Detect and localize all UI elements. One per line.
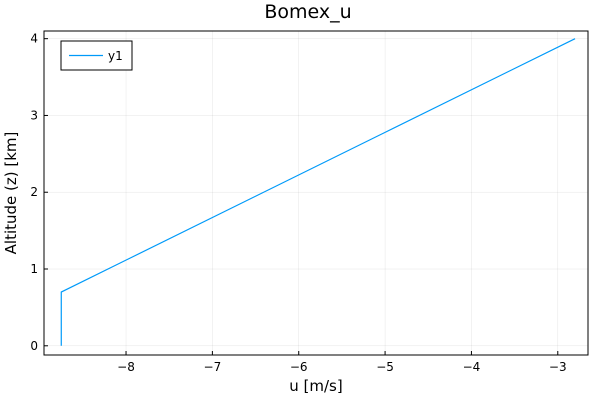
- y-tick-label: 3: [30, 108, 38, 122]
- x-tick-label: −6: [290, 360, 308, 374]
- series-layer: [60, 38, 576, 346]
- grid: [44, 31, 588, 355]
- x-axis-label: u [m/s]: [289, 377, 342, 395]
- x-tick-label: −7: [204, 360, 222, 374]
- x-tick-label: −4: [463, 360, 481, 374]
- legend: y1: [60, 40, 133, 71]
- chart-title: Bomex_u: [264, 1, 351, 23]
- y-axis-label: Altitude (z) [km]: [2, 132, 20, 255]
- series-line-y1: [60, 38, 576, 346]
- x-axis-ticks: −8 −7 −6 −5 −4 −3: [117, 351, 567, 374]
- legend-label-y1: y1: [108, 49, 123, 63]
- y-tick-label: 4: [30, 32, 38, 46]
- x-tick-label: −3: [549, 360, 567, 374]
- x-tick-label: −5: [376, 360, 394, 374]
- plot-frame: [43, 30, 589, 356]
- y-tick-label: 2: [30, 185, 38, 199]
- y-tick-label: 1: [30, 262, 38, 276]
- x-tick-label: −8: [117, 360, 135, 374]
- y-tick-label: 0: [30, 339, 38, 353]
- y-axis-ticks: 0 1 2 3 4: [30, 32, 48, 353]
